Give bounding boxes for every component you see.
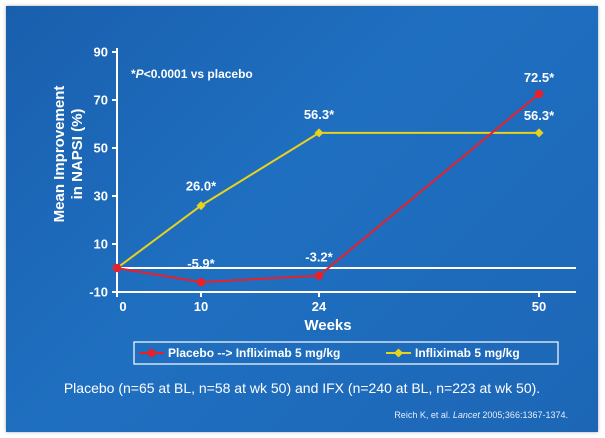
annotation-rest: <0.0001 vs placebo bbox=[144, 67, 253, 81]
y-tick-label: 10 bbox=[94, 237, 108, 252]
y-tick-label: 30 bbox=[94, 189, 108, 204]
legend-label-placebo: Placebo --> Infliximab 5 mg/kg bbox=[168, 346, 340, 360]
data-label-infliximab: 26.0* bbox=[186, 179, 217, 194]
series-line-placebo bbox=[116, 93, 540, 284]
x-tick-label: 24 bbox=[312, 299, 327, 314]
chart: -10 10 30 50 70 90 0 10 24 50 -5.9* -3.2* 72.5* 26.… bbox=[51, 45, 576, 365]
legend-marker-placebo bbox=[147, 349, 156, 357]
y-tick-label: 70 bbox=[94, 93, 108, 108]
data-label-infliximab: 56.3* bbox=[524, 108, 555, 123]
y-tick-label: -10 bbox=[89, 285, 108, 300]
legend-label-infliximab: Infliximab 5 mg/kg bbox=[415, 346, 520, 360]
legend-box bbox=[133, 341, 559, 365]
data-point-placebo bbox=[196, 277, 206, 287]
data-point-infliximab bbox=[314, 128, 324, 138]
y-axis-title-line-1: Mean Improvement bbox=[51, 86, 68, 223]
data-point-infliximab bbox=[196, 201, 206, 211]
legend: Placebo --> Infliximab 5 mg/kg Inflixima… bbox=[133, 341, 559, 365]
significance-annotation: *P<0.0001 vs placebo bbox=[131, 67, 253, 81]
y-tick-label: 50 bbox=[94, 141, 108, 156]
annotation-prefix: * bbox=[131, 67, 136, 81]
legend-marker-infliximab bbox=[394, 348, 403, 358]
x-tick-label: 50 bbox=[532, 299, 546, 314]
citation: Reich K, et al. Lancet 2005;366:1367-137… bbox=[394, 410, 568, 420]
citation-authors: Reich K, et al. bbox=[394, 410, 451, 420]
x-tick-label: 0 bbox=[119, 299, 126, 314]
x-ticks: 0 10 24 50 bbox=[116, 292, 546, 314]
data-point-infliximab bbox=[534, 128, 544, 138]
annotation-p: P bbox=[136, 67, 145, 81]
data-label-placebo: -3.2* bbox=[305, 250, 333, 265]
slide: -10 10 30 50 70 90 0 10 24 50 -5.9* -3.2* 72.5* 26.… bbox=[6, 6, 598, 432]
data-point-placebo bbox=[314, 271, 324, 280]
data-label-placebo: 72.5* bbox=[524, 70, 555, 85]
data-label-infliximab: 56.3* bbox=[304, 107, 335, 122]
citation-journal: Lancet bbox=[452, 410, 480, 420]
data-label-placebo: -5.9* bbox=[187, 256, 215, 271]
data-labels: -5.9* -3.2* 72.5* 26.0* 56.3* 56.3* bbox=[186, 70, 555, 271]
citation-details: 2005;366:1367-1374. bbox=[482, 410, 568, 420]
x-axis-title: Weeks bbox=[304, 317, 351, 334]
y-tick-label: 90 bbox=[94, 45, 108, 60]
data-point-placebo bbox=[534, 89, 544, 99]
data-point-placebo bbox=[112, 263, 122, 273]
y-ticks: -10 10 30 50 70 90 bbox=[89, 45, 117, 300]
series-layer bbox=[112, 89, 544, 287]
series-line-infliximab bbox=[116, 131, 539, 269]
footnote: Placebo (n=65 at BL, n=58 at wk 50) and … bbox=[63, 380, 541, 396]
x-tick-label: 10 bbox=[194, 299, 208, 314]
y-axis-title-line-2: in NAPSI (%) bbox=[69, 109, 86, 200]
